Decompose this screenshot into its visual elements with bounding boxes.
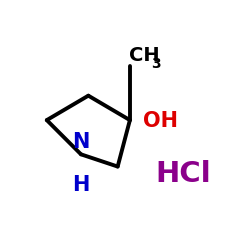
Text: H: H bbox=[72, 175, 90, 195]
Text: CH: CH bbox=[129, 46, 159, 65]
Text: OH: OH bbox=[143, 111, 178, 131]
Text: N: N bbox=[72, 132, 90, 152]
Text: 3: 3 bbox=[151, 57, 160, 71]
Text: HCl: HCl bbox=[156, 160, 212, 188]
